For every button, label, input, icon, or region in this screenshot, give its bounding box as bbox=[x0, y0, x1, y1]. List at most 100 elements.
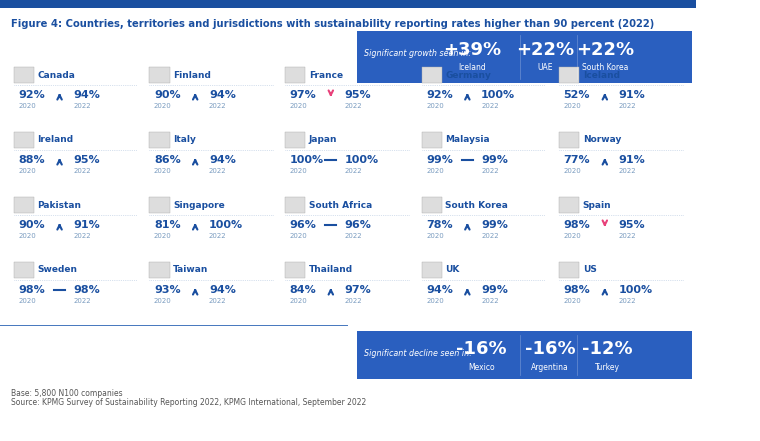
Text: 2020: 2020 bbox=[154, 168, 172, 174]
Text: 94%: 94% bbox=[209, 285, 236, 295]
Text: 2022: 2022 bbox=[481, 233, 499, 239]
Text: +39%: +39% bbox=[443, 41, 501, 59]
Text: 96%: 96% bbox=[344, 220, 372, 230]
Text: 91%: 91% bbox=[619, 90, 645, 100]
Text: 77%: 77% bbox=[564, 155, 591, 165]
Text: Japan: Japan bbox=[309, 135, 337, 145]
Text: 95%: 95% bbox=[73, 155, 100, 165]
Text: 100%: 100% bbox=[619, 285, 653, 295]
FancyBboxPatch shape bbox=[559, 197, 579, 213]
Text: Ireland: Ireland bbox=[37, 135, 74, 145]
Text: 81%: 81% bbox=[154, 220, 181, 230]
Text: 86%: 86% bbox=[154, 155, 181, 165]
Text: UK: UK bbox=[445, 265, 460, 274]
Text: 88%: 88% bbox=[18, 155, 45, 165]
FancyBboxPatch shape bbox=[285, 67, 306, 83]
Text: 2020: 2020 bbox=[426, 103, 444, 109]
Text: 2022: 2022 bbox=[619, 233, 636, 239]
Text: +22%: +22% bbox=[576, 41, 634, 59]
Text: 2020: 2020 bbox=[426, 168, 444, 174]
Text: Singapore: Singapore bbox=[173, 201, 225, 209]
Text: Thailand: Thailand bbox=[309, 265, 353, 274]
Text: 2022: 2022 bbox=[73, 298, 91, 304]
Text: 99%: 99% bbox=[481, 285, 508, 295]
Text: 2022: 2022 bbox=[73, 103, 91, 109]
Text: Sweden: Sweden bbox=[37, 265, 78, 274]
Text: 94%: 94% bbox=[209, 90, 236, 100]
Text: +22%: +22% bbox=[516, 41, 575, 59]
Text: 2022: 2022 bbox=[344, 298, 363, 304]
Text: 92%: 92% bbox=[18, 90, 45, 100]
Text: Significant growth seen in:: Significant growth seen in: bbox=[364, 49, 471, 59]
Text: 2020: 2020 bbox=[18, 233, 36, 239]
Text: 2022: 2022 bbox=[481, 103, 499, 109]
Text: 2022: 2022 bbox=[209, 298, 226, 304]
Text: 98%: 98% bbox=[564, 220, 591, 230]
Text: 100%: 100% bbox=[344, 155, 378, 165]
Text: 2022: 2022 bbox=[619, 298, 636, 304]
Text: Turkey: Turkey bbox=[595, 363, 620, 371]
Text: 2022: 2022 bbox=[481, 168, 499, 174]
Text: 2020: 2020 bbox=[564, 168, 581, 174]
Text: South Korea: South Korea bbox=[581, 63, 628, 71]
Text: 94%: 94% bbox=[426, 285, 453, 295]
Text: 99%: 99% bbox=[481, 220, 508, 230]
Text: Norway: Norway bbox=[583, 135, 621, 145]
Text: -12%: -12% bbox=[582, 340, 633, 358]
Text: 78%: 78% bbox=[426, 220, 453, 230]
Text: 91%: 91% bbox=[619, 155, 645, 165]
Text: 98%: 98% bbox=[73, 285, 100, 295]
Text: 2020: 2020 bbox=[154, 298, 172, 304]
Text: 98%: 98% bbox=[18, 285, 45, 295]
Text: 2022: 2022 bbox=[73, 233, 91, 239]
Text: Germany: Germany bbox=[445, 71, 491, 79]
Text: US: US bbox=[583, 265, 597, 274]
Text: 2022: 2022 bbox=[73, 168, 91, 174]
Text: 2022: 2022 bbox=[619, 168, 636, 174]
Text: Figure 4: Countries, territories and jurisdictions with sustainability reporting: Figure 4: Countries, territories and jur… bbox=[11, 19, 654, 29]
Text: 100%: 100% bbox=[209, 220, 243, 230]
Text: Mexico: Mexico bbox=[468, 363, 495, 371]
FancyBboxPatch shape bbox=[422, 197, 442, 213]
FancyBboxPatch shape bbox=[559, 262, 579, 278]
Text: -16%: -16% bbox=[456, 340, 506, 358]
Text: 92%: 92% bbox=[426, 90, 453, 100]
FancyBboxPatch shape bbox=[0, 0, 696, 8]
FancyBboxPatch shape bbox=[422, 132, 442, 148]
Text: 90%: 90% bbox=[154, 90, 181, 100]
FancyBboxPatch shape bbox=[150, 262, 169, 278]
FancyBboxPatch shape bbox=[14, 132, 34, 148]
Text: -16%: -16% bbox=[524, 340, 575, 358]
Text: 98%: 98% bbox=[564, 285, 591, 295]
FancyBboxPatch shape bbox=[422, 67, 442, 83]
FancyBboxPatch shape bbox=[150, 67, 169, 83]
Text: 100%: 100% bbox=[290, 155, 324, 165]
Text: 2020: 2020 bbox=[564, 298, 581, 304]
Text: 95%: 95% bbox=[619, 220, 645, 230]
Text: South Korea: South Korea bbox=[445, 201, 508, 209]
Text: 2020: 2020 bbox=[18, 168, 36, 174]
FancyBboxPatch shape bbox=[285, 132, 306, 148]
Text: 2022: 2022 bbox=[209, 103, 226, 109]
Text: 97%: 97% bbox=[290, 90, 316, 100]
Text: 2020: 2020 bbox=[426, 298, 444, 304]
FancyBboxPatch shape bbox=[150, 197, 169, 213]
Text: 2020: 2020 bbox=[290, 298, 307, 304]
Text: 94%: 94% bbox=[73, 90, 100, 100]
Text: 52%: 52% bbox=[564, 90, 590, 100]
Text: 2020: 2020 bbox=[154, 103, 172, 109]
Text: Finland: Finland bbox=[173, 71, 211, 79]
FancyBboxPatch shape bbox=[0, 325, 348, 326]
Text: 2022: 2022 bbox=[481, 298, 499, 304]
Text: 2020: 2020 bbox=[564, 103, 581, 109]
Text: 2022: 2022 bbox=[344, 233, 363, 239]
FancyBboxPatch shape bbox=[14, 197, 34, 213]
Text: 2020: 2020 bbox=[154, 233, 172, 239]
Text: 95%: 95% bbox=[344, 90, 371, 100]
Text: France: France bbox=[309, 71, 343, 79]
Text: Pakistan: Pakistan bbox=[37, 201, 81, 209]
Text: South Africa: South Africa bbox=[309, 201, 372, 209]
Text: Iceland: Iceland bbox=[458, 63, 486, 71]
Text: Source: KPMG Survey of Sustainability Reporting 2022, KPMG International, Septem: Source: KPMG Survey of Sustainability Re… bbox=[11, 398, 366, 407]
Text: 2020: 2020 bbox=[18, 298, 36, 304]
